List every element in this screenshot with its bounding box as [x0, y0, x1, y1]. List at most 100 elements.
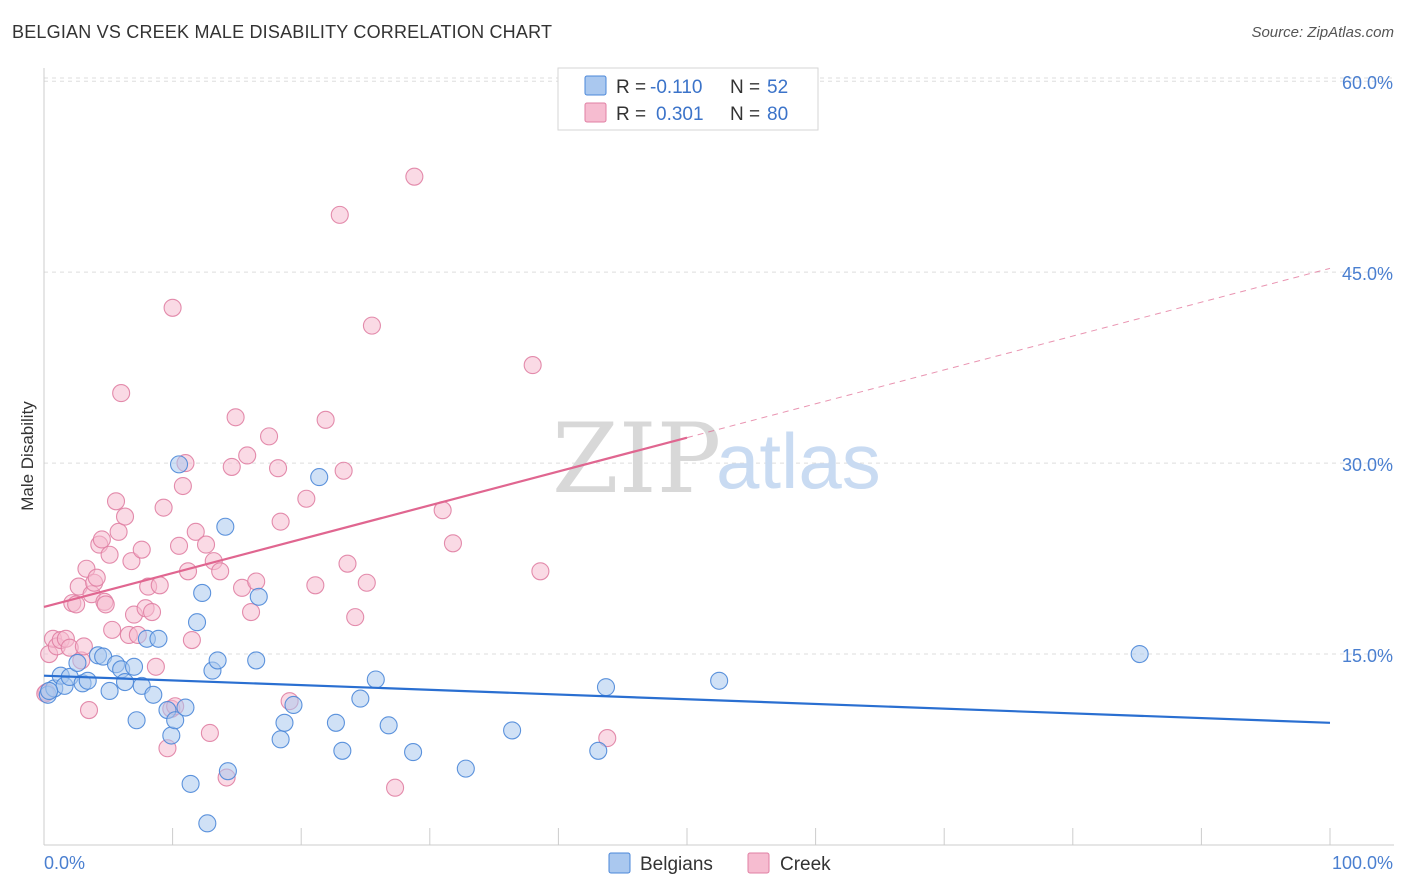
belgians-trend-line [43, 674, 1331, 724]
chart-title: BELGIAN VS CREEK MALE DISABILITY CORRELA… [12, 22, 553, 42]
creek-point [357, 573, 376, 592]
creek-point [103, 620, 122, 639]
x-axis-ticks [43, 828, 1331, 845]
source-label: Source: ZipAtlas.com [1251, 24, 1394, 41]
legend-r-value-creek: 0.301 [656, 104, 704, 125]
creek-point [96, 595, 115, 614]
belgian-point [247, 651, 266, 670]
creek-point [109, 522, 128, 541]
creek-point [100, 545, 119, 564]
belgian-point [503, 721, 522, 740]
creek-point [241, 602, 261, 622]
creek-point [330, 205, 349, 224]
belgian-point [310, 468, 329, 487]
y-tick-label: 60.0% [1342, 73, 1393, 93]
belgian-point [456, 759, 475, 778]
belgian-point [166, 711, 185, 730]
creek-point [338, 554, 357, 573]
bottom-legend-swatch-belgians [608, 852, 631, 874]
belgian-point [40, 681, 59, 701]
creek-point [297, 489, 316, 508]
creek-trend-extension [686, 267, 1331, 439]
creek-point [92, 530, 111, 549]
creek-point [531, 562, 550, 581]
creek-point [200, 723, 219, 743]
creek-point [115, 507, 135, 526]
creek-point [306, 576, 325, 595]
creek-point [106, 492, 126, 511]
belgian-point [333, 741, 352, 760]
belgian-point [275, 713, 294, 732]
creek-point [211, 562, 230, 581]
creek-point [163, 298, 182, 317]
belgian-point [124, 657, 144, 676]
gridlines [44, 77, 1394, 655]
legend-box: R = -0.110 N = 52 R = 0.301 N = 80 [557, 67, 819, 131]
belgian-point [326, 713, 345, 732]
creek-point [598, 729, 617, 748]
belgian-point [187, 613, 207, 632]
creek-point [247, 572, 266, 591]
creek-point [112, 384, 131, 403]
creek-point [238, 446, 257, 465]
belgian-point [404, 743, 423, 762]
creek-point [405, 167, 424, 186]
belgian-point [78, 671, 97, 690]
creek-point [269, 459, 288, 478]
belgian-point [68, 653, 87, 673]
belgian-point [589, 741, 608, 760]
belgian-point [596, 678, 616, 697]
creek-point [346, 608, 365, 627]
bottom-legend: Belgians Creek [608, 852, 831, 875]
creek-point [443, 534, 462, 553]
creek-point [87, 568, 106, 587]
creek-point [154, 498, 173, 517]
bottom-legend-label-belgians: Belgians [640, 854, 713, 875]
belgian-point [216, 517, 235, 536]
legend-n-value-creek: 80 [767, 104, 788, 125]
creek-point [173, 476, 192, 496]
creek-point [334, 461, 353, 480]
legend-swatch-creek [584, 102, 607, 123]
belgian-point [181, 774, 200, 793]
x-tick-label-max: 100.0% [1332, 853, 1393, 873]
belgian-point [366, 670, 385, 689]
creek-trend-line [43, 436, 688, 609]
belgian-point [351, 689, 370, 708]
creek-point [150, 576, 169, 595]
creek-point [222, 457, 241, 476]
creek-point [259, 427, 279, 446]
belgian-point [284, 695, 303, 715]
creek-point [523, 356, 542, 375]
y-axis-label: Male Disability [18, 401, 37, 511]
belgian-point [100, 681, 119, 701]
belgian-point [218, 762, 237, 781]
creek-point [146, 657, 165, 676]
belgian-point [127, 711, 146, 730]
legend-r-value-belgians: -0.110 [650, 77, 702, 98]
x-tick-label-min: 0.0% [44, 853, 85, 873]
y-tick-labels: 15.0% 30.0% 45.0% 60.0% [1342, 73, 1393, 666]
trend-lines [43, 267, 1331, 724]
legend-n-label-creek: N = [730, 104, 760, 125]
creek-point [74, 637, 93, 656]
belgian-point [208, 651, 227, 670]
creek-point [271, 512, 290, 531]
y-tick-label: 15.0% [1342, 646, 1393, 666]
watermark: ZIP atlas [552, 403, 881, 515]
creek-point [362, 316, 381, 335]
creek-point [316, 410, 335, 429]
watermark-zip: ZIP [552, 403, 721, 515]
creek-point [182, 630, 201, 650]
legend-r-label-creek: R = [616, 104, 646, 125]
creek-point [79, 701, 99, 720]
bottom-legend-swatch-creek [747, 852, 770, 874]
belgian-point [149, 629, 168, 648]
bottom-legend-label-creek: Creek [780, 854, 831, 875]
creek-point [226, 408, 245, 427]
creek-point [196, 535, 216, 554]
belgian-point [198, 814, 217, 833]
belgian-points [38, 455, 1149, 833]
creek-point [142, 602, 162, 622]
